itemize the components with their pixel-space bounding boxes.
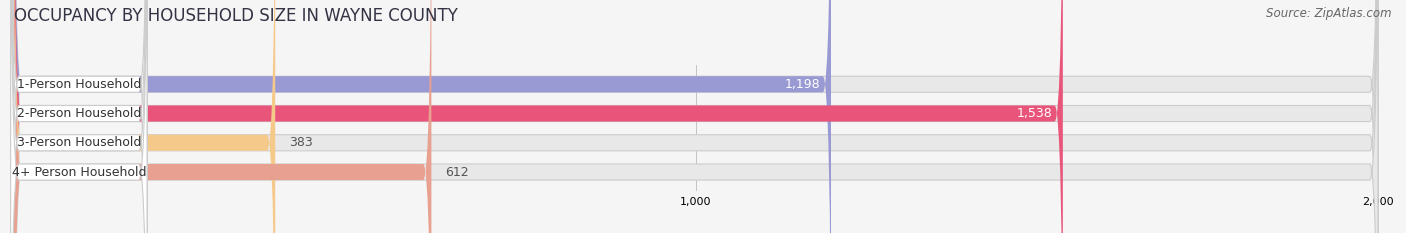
Text: 612: 612: [446, 165, 468, 178]
FancyBboxPatch shape: [14, 0, 1063, 233]
Text: 2-Person Household: 2-Person Household: [17, 107, 141, 120]
FancyBboxPatch shape: [14, 0, 432, 233]
FancyBboxPatch shape: [14, 0, 831, 233]
Text: 4+ Person Household: 4+ Person Household: [11, 165, 146, 178]
FancyBboxPatch shape: [14, 0, 1378, 233]
Text: 383: 383: [288, 136, 312, 149]
FancyBboxPatch shape: [14, 0, 1378, 233]
Text: 3-Person Household: 3-Person Household: [17, 136, 141, 149]
FancyBboxPatch shape: [11, 0, 148, 233]
FancyBboxPatch shape: [11, 0, 148, 233]
Text: Source: ZipAtlas.com: Source: ZipAtlas.com: [1267, 7, 1392, 20]
Text: OCCUPANCY BY HOUSEHOLD SIZE IN WAYNE COUNTY: OCCUPANCY BY HOUSEHOLD SIZE IN WAYNE COU…: [14, 7, 458, 25]
FancyBboxPatch shape: [11, 0, 148, 233]
Text: 1,538: 1,538: [1017, 107, 1053, 120]
FancyBboxPatch shape: [14, 0, 1378, 233]
FancyBboxPatch shape: [11, 0, 148, 233]
FancyBboxPatch shape: [14, 0, 1378, 233]
FancyBboxPatch shape: [14, 0, 276, 233]
Text: 1-Person Household: 1-Person Household: [17, 78, 141, 91]
Text: 1,198: 1,198: [785, 78, 821, 91]
